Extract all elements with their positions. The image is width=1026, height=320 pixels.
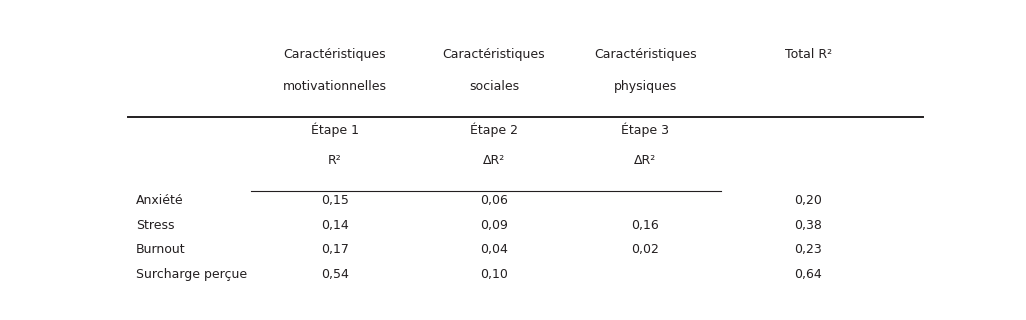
Text: 0,64: 0,64 [794, 268, 822, 281]
Text: 0,20: 0,20 [794, 194, 822, 207]
Text: 0,10: 0,10 [480, 268, 508, 281]
Text: Caractéristiques: Caractéristiques [442, 48, 546, 60]
Text: Caractéristiques: Caractéristiques [283, 48, 387, 60]
Text: ΔR²: ΔR² [634, 154, 657, 166]
Text: Étape 3: Étape 3 [621, 123, 669, 137]
Text: 0,38: 0,38 [794, 219, 822, 232]
Text: 0,02: 0,02 [631, 244, 659, 256]
Text: sociales: sociales [469, 80, 519, 92]
Text: motivationnelles: motivationnelles [283, 80, 387, 92]
Text: R²: R² [328, 154, 342, 166]
Text: Surcharge perçue: Surcharge perçue [136, 268, 247, 281]
Text: 0,16: 0,16 [631, 219, 659, 232]
Text: 0,04: 0,04 [480, 244, 508, 256]
Text: ΔR²: ΔR² [483, 154, 505, 166]
Text: 0,23: 0,23 [794, 244, 822, 256]
Text: Étape 2: Étape 2 [470, 123, 518, 137]
Text: 0,06: 0,06 [480, 194, 508, 207]
Text: 0,54: 0,54 [321, 268, 349, 281]
Text: Anxiété: Anxiété [136, 194, 184, 207]
Text: 0,17: 0,17 [321, 244, 349, 256]
Text: Burnout: Burnout [136, 244, 186, 256]
Text: 0,15: 0,15 [321, 194, 349, 207]
Text: Étape 1: Étape 1 [311, 123, 359, 137]
Text: 0,09: 0,09 [480, 219, 508, 232]
Text: Stress: Stress [136, 219, 174, 232]
Text: physiques: physiques [614, 80, 677, 92]
Text: Total R²: Total R² [785, 48, 832, 60]
Text: 0,14: 0,14 [321, 219, 349, 232]
Text: Caractéristiques: Caractéristiques [594, 48, 697, 60]
